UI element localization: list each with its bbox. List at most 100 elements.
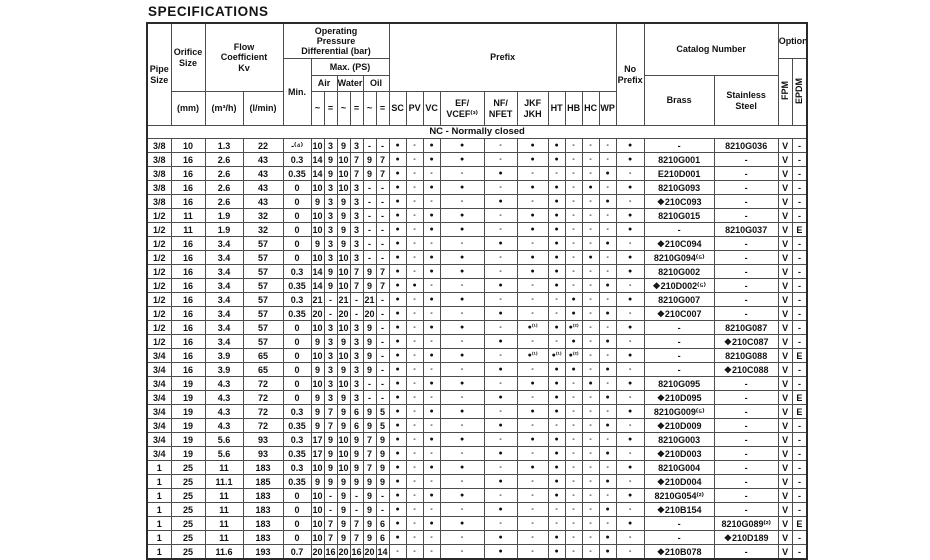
table-row: 1/2 11 1.9 32 0 10 3 9 3- - ● - ● ● - ● ● - - - ● 8210G015- V - <box>146 208 808 223</box>
cell-water-ac: 10 <box>336 166 351 181</box>
cell-pipe-size: 3/8 <box>146 166 172 181</box>
cell-kv-m3h: 3.4 <box>204 264 244 279</box>
cell-prefix-wp: - <box>598 348 617 363</box>
cell-kv-lmin: 183 <box>242 488 284 503</box>
cell-catalog-stainless: - <box>713 166 779 181</box>
cell-water-ac: 9 <box>336 236 351 251</box>
cell-water-dc: 3 <box>349 348 364 363</box>
cell-min-pressure: 0 <box>282 222 312 237</box>
cell-prefix-ht: - <box>547 516 566 531</box>
cell-oil-dc: - <box>375 292 390 307</box>
cell-air-ac: 21 <box>310 292 325 307</box>
cell-prefix-ht: ● <box>547 208 566 223</box>
cell-catalog-brass: E210D001 <box>643 166 715 181</box>
cell-kv-lmin: 43 <box>242 166 284 181</box>
cell-option-epdm: - <box>791 460 808 475</box>
cell-catalog-brass: 8210G054⁽²⁾ <box>643 488 715 503</box>
cell-prefix-nf-nfet: ● <box>483 530 518 545</box>
cell-air-ac: 9 <box>310 334 325 349</box>
cell-pipe-size: 3/4 <box>146 348 172 363</box>
cell-prefix-pv: - <box>405 292 424 307</box>
cell-air-ac: 9 <box>310 404 325 419</box>
cell-catalog-brass: ❖210D004 <box>643 474 715 489</box>
cell-prefix-vc: ● <box>422 250 441 265</box>
table-row: 1/2 11 1.9 32 0 10 3 9 3- - ● - ● ● - ● ● - - - ● -8210G037 V E <box>146 222 808 237</box>
cell-orifice-mm: 16 <box>170 194 206 209</box>
cell-no-prefix: - <box>615 334 645 349</box>
cell-catalog-stainless: 8210G036 <box>713 138 779 153</box>
cell-prefix-jkf-jkh: - <box>516 516 549 531</box>
cell-catalog-brass: 8210G015 <box>643 208 715 223</box>
table-row: 3/4 19 4.3 72 0 10 3 10 3- - ● - ● ● - ● ● - ● - ● 8210G095- V… <box>146 376 808 391</box>
cell-orifice-mm: 19 <box>170 390 206 405</box>
cell-min-pressure: 0 <box>282 488 312 503</box>
cell-orifice-mm: 25 <box>170 488 206 503</box>
cell-prefix-jkf-jkh: - <box>516 488 549 503</box>
cell-prefix-sc: ● <box>388 530 407 545</box>
cell-kv-lmin: 57 <box>242 334 284 349</box>
cell-oil-ac: - <box>362 222 377 237</box>
cell-orifice-mm: 25 <box>170 460 206 475</box>
cell-kv-lmin: 183 <box>242 460 284 475</box>
table-row: 3/4 19 4.3 72 0.35 9 7 9 6 9 5 ● - - - ● - - - - ● - ❖210D009-… <box>146 418 808 433</box>
cell-air-ac: 14 <box>310 264 325 279</box>
cell-kv-m3h: 4.3 <box>204 376 244 391</box>
cell-air-ac: 9 <box>310 390 325 405</box>
cell-option-epdm: - <box>791 362 808 377</box>
cell-prefix-vc: ● <box>422 292 441 307</box>
cell-min-pressure: 0.3 <box>282 292 312 307</box>
table-row: 1/2 16 3.4 57 0.35 20-20-20- ● - - - ● - - ● - ● - ❖210C0… <box>146 306 808 321</box>
cell-prefix-hb: - <box>564 278 583 293</box>
cell-prefix-sc: ● <box>388 390 407 405</box>
cell-min-pressure: 0 <box>282 362 312 377</box>
cell-prefix-ef-vcef: - <box>439 530 485 545</box>
section-label: NC - Normally closed <box>146 125 808 139</box>
cell-air-dc: 3 <box>323 236 338 251</box>
specifications-section: SPECIFICATIONS Pipe Size Orifice Size Fl… <box>146 2 810 560</box>
cell-pipe-size: 1/2 <box>146 292 172 307</box>
col-header-prefix-hc: HC <box>581 91 600 126</box>
cell-prefix-sc: ● <box>388 362 407 377</box>
col-header-operating-pressure: Operating Pressure Differential (bar) <box>282 22 390 59</box>
cell-min-pressure: 0 <box>282 194 312 209</box>
cell-air-ac: 20 <box>310 306 325 321</box>
cell-catalog-stainless: - <box>713 278 779 293</box>
cell-catalog-stainless: - <box>713 208 779 223</box>
cell-kv-m3h: 3.9 <box>204 362 244 377</box>
cell-no-prefix: ● <box>615 488 645 503</box>
cell-pipe-size: 1/2 <box>146 208 172 223</box>
cell-kv-m3h: 3.4 <box>204 250 244 265</box>
cell-prefix-vc: ● <box>422 152 441 167</box>
cell-air-ac: 10 <box>310 138 325 153</box>
cell-catalog-stainless: ❖210C087 <box>713 334 779 349</box>
cell-catalog-brass: ❖210D002⁽⁵⁾ <box>643 278 715 293</box>
cell-oil-ac: 9 <box>362 474 377 489</box>
cell-prefix-nf-nfet: ● <box>483 474 518 489</box>
col-header-max-ps: Max. (PS) <box>310 58 390 76</box>
cell-water-ac: 9 <box>336 208 351 223</box>
cell-oil-dc: - <box>375 376 390 391</box>
cell-prefix-ef-vcef: - <box>439 362 485 377</box>
cell-no-prefix: ● <box>615 250 645 265</box>
cell-option-fpm: V <box>777 544 793 560</box>
cell-min-pressure: 0 <box>282 180 312 195</box>
cell-min-pressure: 0 <box>282 208 312 223</box>
cell-prefix-pv: - <box>405 334 424 349</box>
cell-kv-m3h: 11 <box>204 502 244 517</box>
cell-prefix-ht: ● <box>547 222 566 237</box>
cell-prefix-ef-vcef: - <box>439 306 485 321</box>
cell-prefix-hb: - <box>564 432 583 447</box>
cell-prefix-wp: - <box>598 460 617 475</box>
cell-prefix-hb: - <box>564 460 583 475</box>
cell-water-ac: 10 <box>336 320 351 335</box>
cell-kv-m3h: 3.4 <box>204 334 244 349</box>
cell-oil-ac: 9 <box>362 502 377 517</box>
cell-catalog-stainless: - <box>713 404 779 419</box>
cell-prefix-nf-nfet: ● <box>483 390 518 405</box>
table-row: 1/2 16 3.4 57 0 10 3 10 3 9- ● - ● ● - ●⁽¹⁾ ● ●⁽²⁾ - - ● -821… <box>146 320 808 335</box>
cell-no-prefix: ● <box>615 320 645 335</box>
cell-air-dc: 16 <box>323 544 338 560</box>
table-row: 1 25 11 183 0 10 7 9 7 9 6 ● - ● ● - - - - - - ● -8210G089⁽²⁾ V… <box>146 516 808 531</box>
cell-kv-m3h: 2.6 <box>204 194 244 209</box>
cell-catalog-stainless: ❖210D189 <box>713 530 779 545</box>
